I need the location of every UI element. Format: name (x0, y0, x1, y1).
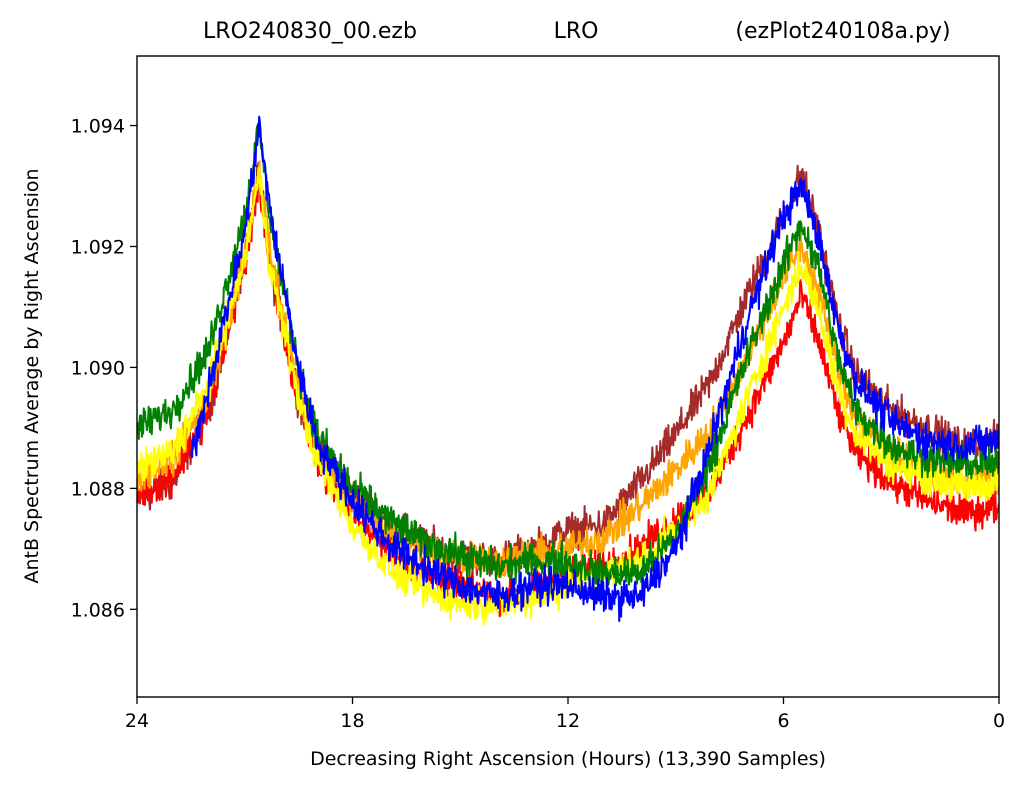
x-tick-label: 24 (125, 710, 149, 732)
y-axis-label: AntB Spectrum Average by Right Ascension (21, 168, 43, 583)
x-axis-label: Decreasing Right Ascension (Hours) (13,3… (310, 748, 826, 770)
y-axis-ticks: 1.086 1.088 1.090 1.092 1.094 (71, 116, 137, 621)
y-tick-label: 1.090 (71, 357, 125, 379)
y-tick-label: 1.092 (71, 236, 125, 258)
title-script: (ezPlot240108a.py) (735, 19, 950, 44)
y-tick-label: 1.086 (71, 599, 125, 621)
series-line-4 (137, 117, 999, 589)
x-tick-label: 0 (993, 710, 1005, 732)
x-tick-label: 18 (340, 710, 364, 732)
x-tick-label: 12 (556, 710, 580, 732)
series-layer (137, 115, 999, 626)
x-tick-label: 6 (777, 710, 789, 732)
series-line-5 (189, 115, 999, 623)
title-site: LRO (554, 19, 599, 44)
y-tick-label: 1.088 (71, 478, 125, 500)
x-axis-ticks: 24 18 12 6 0 (125, 697, 1005, 732)
title-filename: LRO240830_00.ezb (203, 19, 417, 44)
y-tick-label: 1.094 (71, 116, 125, 138)
